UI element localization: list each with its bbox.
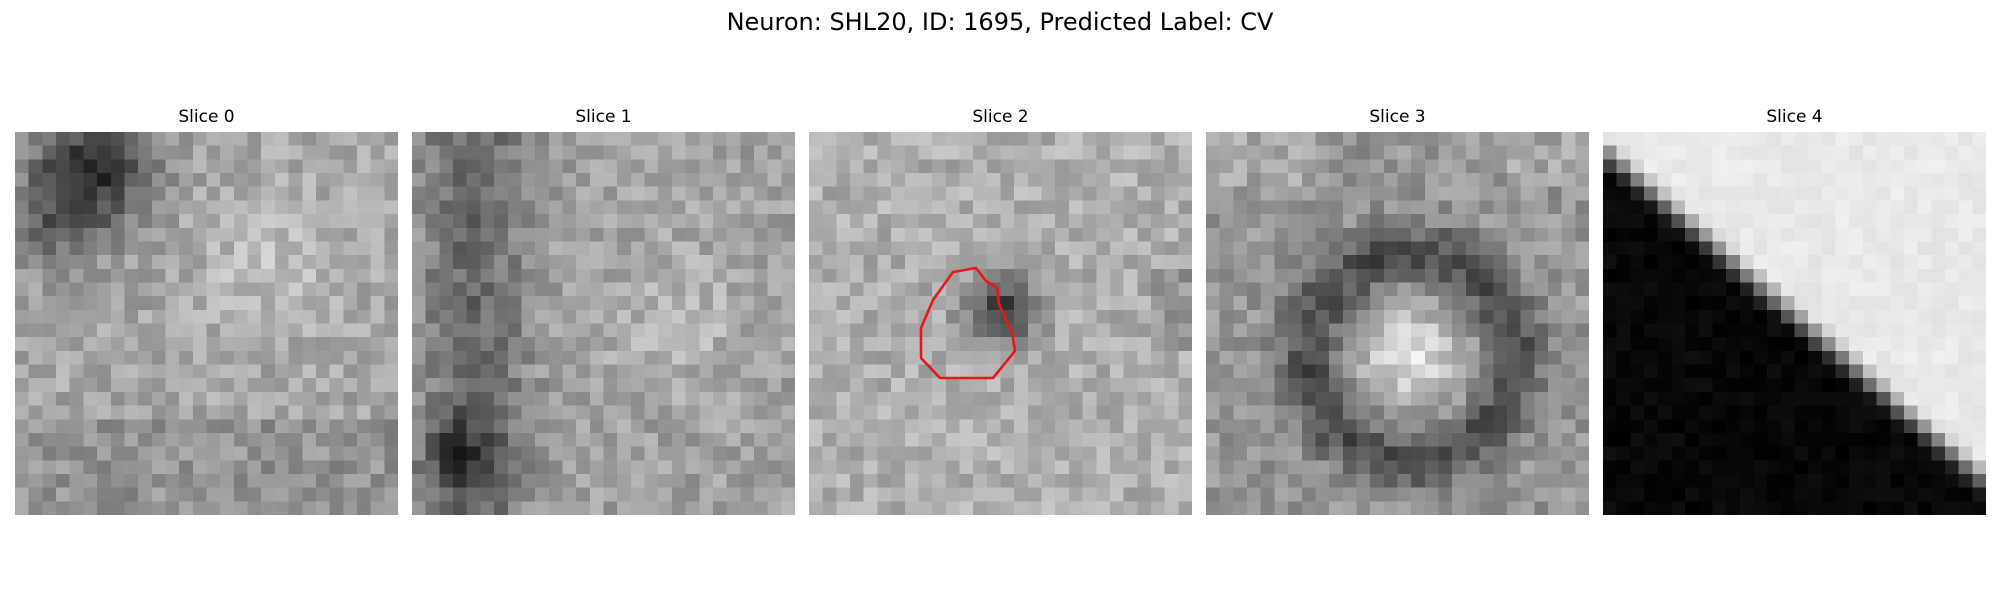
slice-panel-2: Slice 2: [809, 106, 1192, 515]
figure-title: Neuron: SHL20, ID: 1695, Predicted Label…: [726, 8, 1274, 36]
slice-title: Slice 2: [972, 107, 1029, 127]
slice-image: [15, 132, 398, 515]
slice-panel-1: Slice 1: [412, 106, 795, 515]
slice-panel-4: Slice 4: [1603, 106, 1986, 515]
slice-panel-3: Slice 3: [1206, 106, 1589, 515]
slice-title: Slice 0: [178, 107, 235, 127]
slice-image: [1603, 132, 1986, 515]
slice-image: [1206, 132, 1589, 515]
slice-image: [412, 132, 795, 515]
slice-title: Slice 3: [1369, 107, 1426, 127]
slice-image: [809, 132, 1192, 515]
slice-title: Slice 4: [1766, 107, 1823, 127]
slice-panel-0: Slice 0: [15, 106, 398, 515]
slice-title: Slice 1: [575, 107, 632, 127]
